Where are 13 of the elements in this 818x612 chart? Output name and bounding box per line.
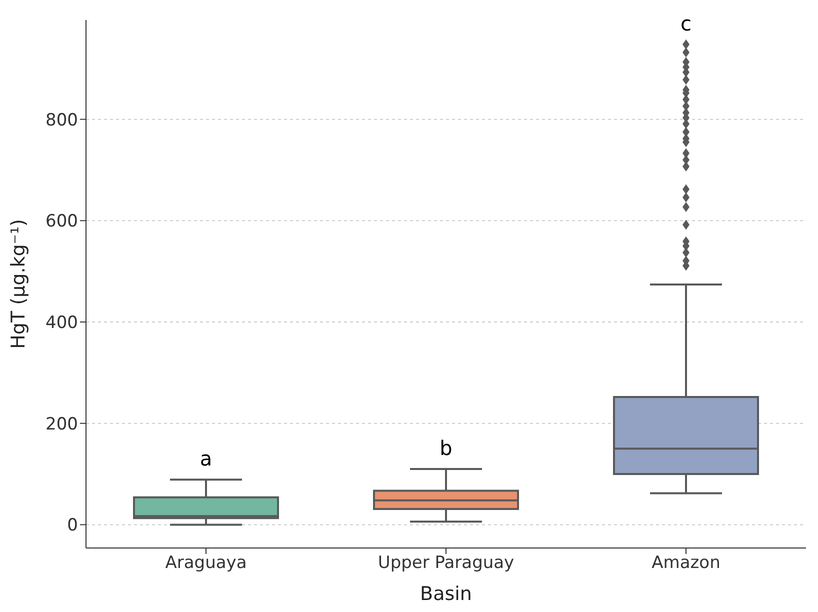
y-tick-label: 0	[67, 516, 78, 536]
annotation: a	[200, 446, 212, 471]
x-tick-label: Amazon	[652, 553, 720, 574]
annotation: c	[680, 11, 692, 36]
annotation: b	[440, 436, 452, 460]
y-tick-label: 600	[46, 212, 78, 232]
y-tick-label: 200	[46, 414, 78, 434]
y-axis-title: HgT (µg.kg⁻¹)	[8, 219, 30, 349]
x-tick-label: Araguaya	[165, 553, 247, 574]
y-tick-label: 800	[46, 110, 78, 130]
x-axis-title: Basin	[420, 583, 472, 605]
y-tick-label: 400	[46, 313, 78, 334]
x-tick-label: Upper Paraguay	[378, 553, 514, 574]
